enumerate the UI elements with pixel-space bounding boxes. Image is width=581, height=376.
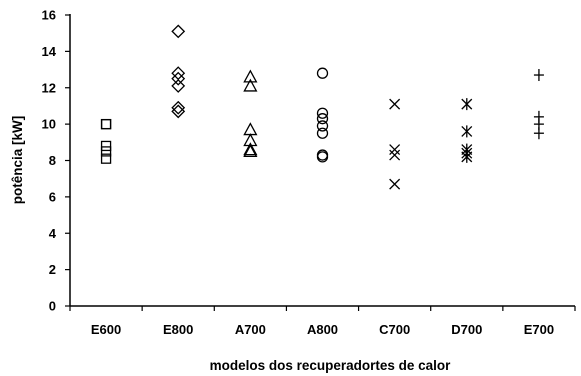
y-tick-label: 10 xyxy=(42,117,56,132)
data-point-circle xyxy=(316,151,329,163)
x-tick-label: D700 xyxy=(451,322,482,337)
y-axis-ticks: 0 2 4 6 8 10 12 14 16 xyxy=(42,8,70,314)
data-point-diamond xyxy=(171,79,186,93)
data-point-asterisk xyxy=(461,98,473,111)
data-point-circle xyxy=(316,127,329,139)
y-tick-label: 16 xyxy=(42,8,56,23)
data-point-circle xyxy=(316,113,329,125)
data-point-diamond xyxy=(171,24,186,39)
data-point-diamond xyxy=(171,104,186,119)
data-point-square xyxy=(100,140,112,152)
x-tick-label: C700 xyxy=(379,322,410,337)
data-point-square xyxy=(100,118,112,130)
data-point-x xyxy=(389,178,401,190)
y-tick-label: 12 xyxy=(42,80,56,95)
data-point-circle xyxy=(316,120,329,132)
y-tick-label: 0 xyxy=(49,299,56,314)
x-axis-title: modelos dos recuperadortes de calor xyxy=(210,358,452,373)
data-point-triangle xyxy=(243,122,258,136)
data-point-asterisk xyxy=(461,150,473,163)
y-tick-label: 6 xyxy=(49,189,56,204)
data-point-circle xyxy=(316,107,329,119)
x-tick-label: E800 xyxy=(163,322,193,337)
y-tick-label: 8 xyxy=(49,153,56,168)
data-point-square xyxy=(100,153,112,164)
data-point-square xyxy=(100,118,112,130)
data-point-diamond xyxy=(171,100,186,115)
y-tick-label: 4 xyxy=(49,226,57,241)
x-tick-label: A800 xyxy=(307,322,338,337)
data-point-plus xyxy=(533,69,544,82)
data-point-circle xyxy=(316,67,329,79)
x-axis-ticks: E600 E800 A700 A800 C700 D700 E700 xyxy=(69,306,576,337)
data-point-diamond xyxy=(171,71,186,86)
data-point-x xyxy=(389,98,401,110)
y-tick-label: 14 xyxy=(42,44,57,59)
data-point-triangle xyxy=(243,144,258,158)
data-point-x xyxy=(389,149,401,161)
y-tick-label: 2 xyxy=(49,262,56,277)
x-tick-label: E600 xyxy=(91,322,121,337)
data-point-triangle xyxy=(243,142,258,156)
data-point-triangle xyxy=(243,69,258,83)
data-point-triangle xyxy=(243,78,258,92)
x-tick-label: A700 xyxy=(235,322,266,337)
x-tick-label: E700 xyxy=(524,322,554,337)
data-point-asterisk xyxy=(461,125,473,138)
data-point-square xyxy=(100,146,112,157)
y-axis-title: potência [kW] xyxy=(10,116,25,205)
data-point-x xyxy=(389,144,401,156)
data-points xyxy=(100,24,544,190)
data-point-plus xyxy=(533,127,544,140)
